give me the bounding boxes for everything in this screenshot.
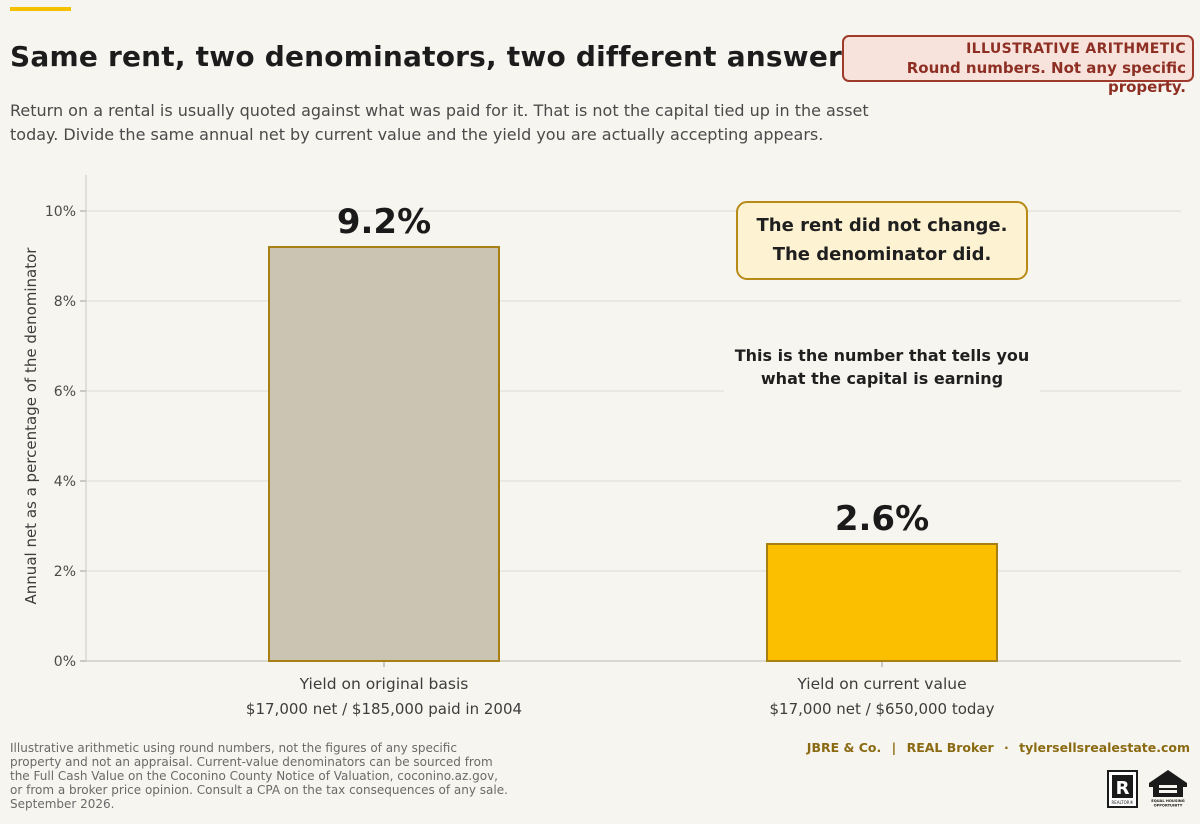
x-tick-label: Yield on original basis <box>299 675 469 693</box>
realtor-logo-icon: R REALTOR® <box>1107 770 1138 808</box>
bar <box>268 246 500 662</box>
footnote: Illustrative arithmetic using round numb… <box>10 741 508 811</box>
y-tick-label: 2% <box>54 564 76 580</box>
bar-value-label: 2.6% <box>835 499 929 539</box>
illustrative-badge: ILLUSTRATIVE ARITHMETIC Round numbers. N… <box>842 35 1194 96</box>
bars <box>268 246 998 662</box>
svg-text:REALTOR®: REALTOR® <box>1111 800 1133 805</box>
callout-box <box>736 201 1028 280</box>
x-tick-sublabel: $17,000 net / $650,000 today <box>770 700 995 718</box>
badge-heading: ILLUSTRATIVE ARITHMETIC <box>966 41 1186 57</box>
svg-text:OPPORTUNITY: OPPORTUNITY <box>1154 804 1183 808</box>
svg-text:EQUAL HOUSING: EQUAL HOUSING <box>1151 799 1185 803</box>
y-tick-label: 0% <box>54 654 76 670</box>
note-text: This is the number that tells you <box>735 346 1030 365</box>
y-tick-label: 6% <box>54 384 76 400</box>
page-subtitle: Return on a rental is usually quoted aga… <box>10 101 869 144</box>
bar-chart: 0% 2% 4% 6% 8% 10% Annual net as a percentage … <box>22 175 1181 718</box>
brand-name: JBRE & Co. <box>806 740 882 755</box>
accent-rule <box>10 7 71 11</box>
labels: 0% 2% 4% 6% 8% 10% Annual net as a percentage … <box>22 202 995 718</box>
callout-text: The denominator did. <box>773 244 992 265</box>
y-tick-label: 8% <box>54 294 76 310</box>
y-tick-label: 4% <box>54 474 76 490</box>
brand-dot: · <box>1003 740 1009 755</box>
brand-website: tylersellsrealestate.com <box>1019 740 1190 755</box>
note-backdrop <box>724 340 1040 394</box>
compliance-logos: R REALTOR® EQUAL HOUSING OPPORTUNITY <box>1107 768 1190 808</box>
badge-note: Round numbers. Not any specific property… <box>906 59 1186 96</box>
callout-text: The rent did not change. <box>757 215 1008 236</box>
equal-housing-icon: EQUAL HOUSING OPPORTUNITY <box>1149 770 1187 808</box>
brand-line: JBRE & Co. | REAL Broker · tylersellsrea… <box>806 740 1190 755</box>
y-axis-label: Annual net as a percentage of the denomi… <box>22 247 40 605</box>
bar <box>766 543 998 662</box>
x-tick-label: Yield on current value <box>796 675 966 693</box>
annotations: The rent did not change. The denominator … <box>724 201 1040 394</box>
bar-value-label: 9.2% <box>337 202 431 242</box>
note-text: what the capital is earning <box>761 369 1003 388</box>
x-tick-sublabel: $17,000 net / $185,000 paid in 2004 <box>246 700 522 718</box>
svg-text:R: R <box>1116 778 1130 799</box>
brand-affiliation: REAL Broker <box>906 740 994 755</box>
page-title: Same rent, two denominators, two differe… <box>10 40 859 73</box>
y-tick-label: 10% <box>45 204 76 220</box>
